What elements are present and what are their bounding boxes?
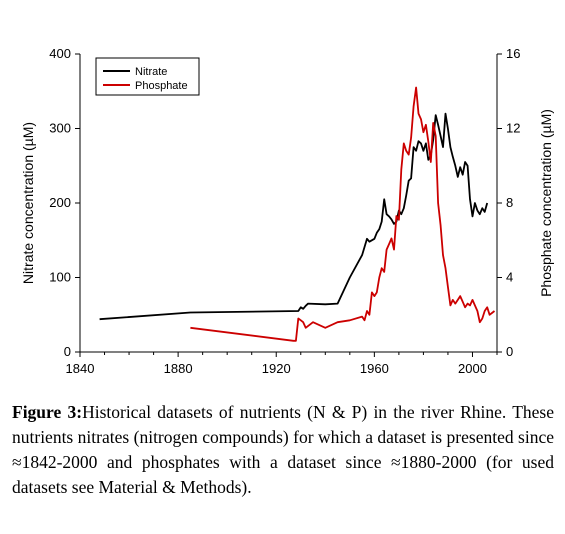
x-tick-label: 1880 — [164, 361, 193, 376]
y-left-tick-label: 300 — [49, 121, 71, 136]
y-left-tick-label: 200 — [49, 195, 71, 210]
plot-area: 1840 1880 1920 1960 2000 0 100 200 300 400 0 4 8 12 16… — [49, 46, 520, 376]
series-line-phosphate — [190, 86, 496, 342]
y-left-tick-label: 400 — [49, 46, 71, 61]
y-axis-left-title: Nitrate concentration (µM) — [20, 122, 36, 284]
y-right-tick-label: 4 — [506, 270, 513, 285]
legend-label-phosphate: Phosphate — [135, 80, 188, 92]
legend-label-nitrate: Nitrate — [135, 66, 167, 78]
nutrients-chart: 1840 1880 1920 1960 2000 0 100 200 300 400 0 4 8 12 16… — [20, 46, 554, 376]
x-tick-label: 1960 — [360, 361, 389, 376]
y-right-tick-label: 0 — [506, 344, 513, 359]
x-tick-label: 1840 — [66, 361, 95, 376]
y-left-tick-label: 0 — [64, 344, 71, 359]
figure-caption: Figure 3:Historical datasets of nutrient… — [12, 400, 554, 500]
x-tick-label: 2000 — [458, 361, 487, 376]
y-right-tick-label: 8 — [506, 195, 513, 210]
figure-label: Figure 3: — [12, 402, 83, 422]
y-axis-right-title: Phosphate concentration (µM) — [538, 109, 554, 297]
figure-caption-text: Historical datasets of nutrients (N & P)… — [12, 402, 554, 497]
series-line-nitrate — [99, 112, 489, 321]
legend: Nitrate Phosphate — [95, 57, 200, 96]
legend-box — [95, 57, 200, 96]
y-right-tick-label: 12 — [506, 121, 520, 136]
y-right-tick-label: 16 — [506, 46, 520, 61]
x-tick-label: 1920 — [262, 361, 291, 376]
y-left-tick-label: 100 — [49, 270, 71, 285]
